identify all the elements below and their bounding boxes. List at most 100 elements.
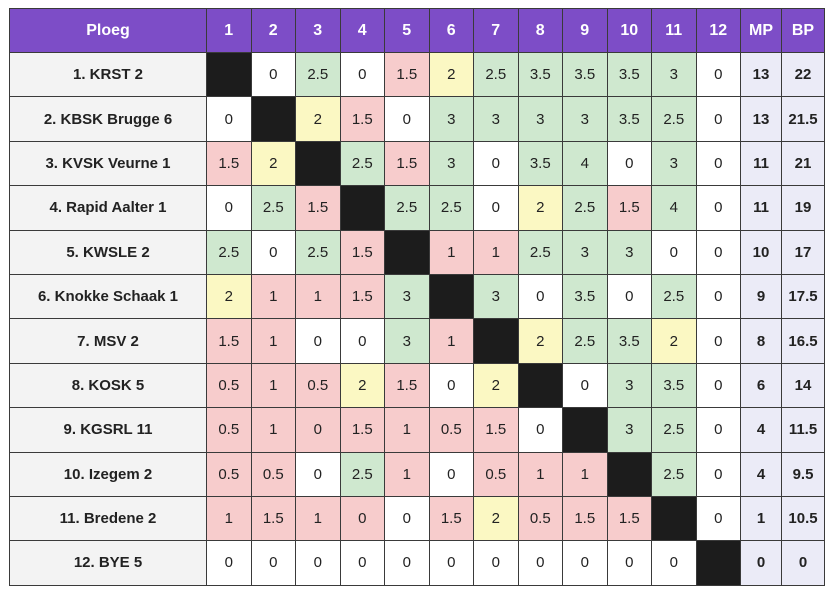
score-cell: 0: [695, 318, 741, 364]
score-cell: 3: [651, 140, 697, 187]
header-round-1: 1: [206, 8, 252, 53]
score-cell: 0: [695, 140, 741, 187]
score-cell: 1.5: [384, 51, 430, 98]
score-cell: 1.5: [473, 407, 519, 453]
score-cell: 0: [339, 540, 385, 586]
score-cell: 0: [250, 229, 296, 275]
match-points: 13: [740, 96, 782, 142]
score-cell: 2: [428, 51, 474, 98]
self-cell: [651, 495, 697, 542]
score-cell: 2.5: [651, 451, 697, 497]
score-cell: 0: [206, 185, 252, 231]
score-cell: 3.5: [562, 273, 608, 320]
board-points: 19: [781, 185, 825, 231]
score-cell: 0: [384, 540, 430, 586]
score-cell: 2.5: [250, 185, 296, 231]
score-cell: 0: [339, 318, 385, 364]
team-name: 8. KOSK 5: [9, 362, 207, 409]
score-cell: 1: [295, 273, 341, 320]
score-cell: 2: [651, 318, 697, 364]
score-cell: 0: [517, 273, 563, 320]
match-points: 1: [740, 495, 782, 542]
match-points: 4: [740, 407, 782, 453]
score-cell: 1: [250, 407, 296, 453]
score-cell: 2: [206, 273, 252, 320]
score-cell: 1: [250, 318, 296, 364]
score-cell: 2.5: [517, 229, 563, 275]
self-cell: [206, 51, 252, 98]
score-cell: 0: [250, 540, 296, 586]
score-cell: 0: [384, 96, 430, 142]
score-cell: 1.5: [606, 185, 652, 231]
score-cell: 0.5: [295, 362, 341, 409]
score-cell: 0: [562, 362, 608, 409]
header-round-12: 12: [695, 8, 741, 53]
team-name: 3. KVSK Veurne 1: [9, 140, 207, 187]
score-cell: 1: [250, 362, 296, 409]
match-points: 8: [740, 318, 782, 364]
score-cell: 2.5: [651, 407, 697, 453]
score-cell: 0: [695, 451, 741, 497]
header-round-7: 7: [473, 8, 519, 53]
team-name: 12. BYE 5: [9, 540, 207, 586]
board-points: 17: [781, 229, 825, 275]
score-cell: 0: [695, 96, 741, 142]
score-cell: 0: [695, 407, 741, 453]
score-cell: 2.5: [206, 229, 252, 275]
score-cell: 1.5: [606, 495, 652, 542]
score-cell: 3: [473, 96, 519, 142]
header-team: Ploeg: [9, 8, 207, 53]
self-cell: [339, 185, 385, 231]
score-cell: 0.5: [206, 407, 252, 453]
score-cell: 0: [651, 229, 697, 275]
score-cell: 3.5: [562, 51, 608, 98]
table-row: 2. KBSK Brugge 6 0 2 1.5 0 3 3 3 3 3.5 2.5 0 13 21.5: [9, 96, 825, 142]
score-cell: 0.5: [206, 451, 252, 497]
table-row: 6. Knokke Schaak 1 2 1 1 1.5 3 3 0 3.5 0 2.5 0 9 17.5: [9, 273, 825, 320]
match-points: 9: [740, 273, 782, 320]
table-row: 9. KGSRL 11 0.5 1 0 1.5 1 0.5 1.5 0 3 2.5 0 4 11.5: [9, 407, 825, 453]
score-cell: 2.5: [295, 229, 341, 275]
board-points: 21.5: [781, 96, 825, 142]
score-cell: 1.5: [339, 229, 385, 275]
header-round-8: 8: [517, 8, 563, 53]
score-cell: 1: [517, 451, 563, 497]
score-cell: 1: [206, 495, 252, 542]
board-points: 9.5: [781, 451, 825, 497]
score-cell: 1: [473, 229, 519, 275]
team-name: 1. KRST 2: [9, 51, 207, 98]
table-row: 4. Rapid Aalter 1 0 2.5 1.5 2.5 2.5 0 2 2.5 1.5 4 0…: [9, 185, 825, 231]
score-cell: 2: [473, 362, 519, 409]
score-cell: 3.5: [606, 96, 652, 142]
score-cell: 0: [206, 96, 252, 142]
score-cell: 1.5: [295, 185, 341, 231]
score-cell: 3: [562, 96, 608, 142]
table-row: 7. MSV 2 1.5 1 0 0 3 1 2 2.5 3.5 2 0 8 16.5: [9, 318, 825, 364]
team-name: 6. Knokke Schaak 1: [9, 273, 207, 320]
header-round-4: 4: [339, 8, 385, 53]
score-cell: 0: [295, 540, 341, 586]
score-cell: 3: [606, 362, 652, 409]
team-name: 5. KWSLE 2: [9, 229, 207, 275]
score-cell: 1.5: [206, 140, 252, 187]
score-cell: 1: [428, 318, 474, 364]
score-cell: 1.5: [339, 96, 385, 142]
score-cell: 0: [606, 540, 652, 586]
score-cell: 3: [384, 273, 430, 320]
header-round-6: 6: [428, 8, 474, 53]
header-row: Ploeg 1 2 3 4 5 6 7 8 9 10 11 12 MP BP: [9, 8, 825, 53]
table-row: 5. KWSLE 2 2.5 0 2.5 1.5 1 1 2.5 3 3 0 0 10 17: [9, 229, 825, 275]
score-cell: 0: [695, 273, 741, 320]
team-name: 11. Bredene 2: [9, 495, 207, 542]
score-cell: 2.5: [339, 140, 385, 187]
score-cell: 3: [428, 96, 474, 142]
team-name: 2. KBSK Brugge 6: [9, 96, 207, 142]
score-cell: 2: [517, 185, 563, 231]
score-cell: 0: [517, 540, 563, 586]
score-cell: 0: [250, 51, 296, 98]
score-cell: 0: [473, 140, 519, 187]
score-cell: 1.5: [562, 495, 608, 542]
header-bp: BP: [781, 8, 825, 53]
score-cell: 3: [562, 229, 608, 275]
